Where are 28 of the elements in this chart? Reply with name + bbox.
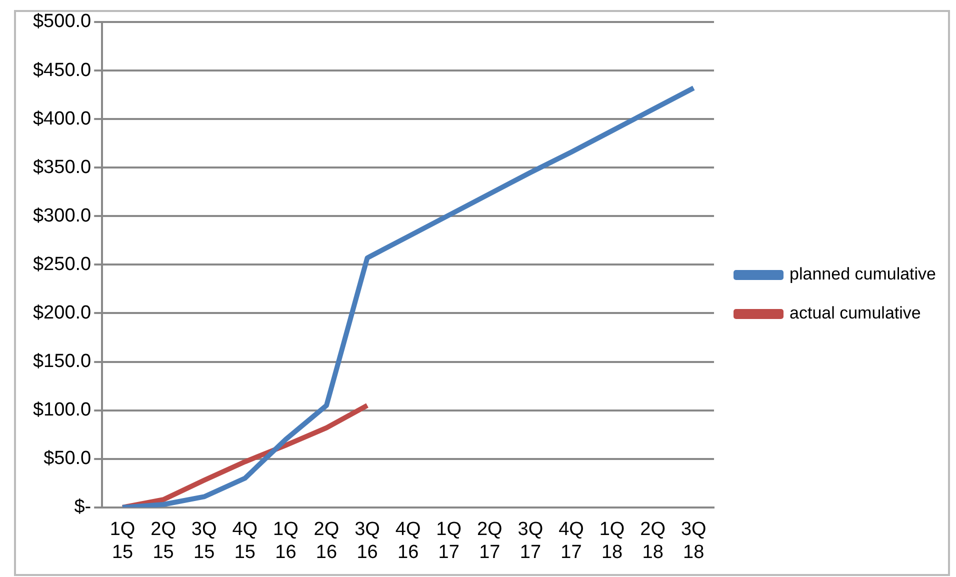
y-tick-label: $400.0	[32, 108, 92, 130]
legend-label: actual cumulative	[790, 304, 921, 323]
x-tick-label: 4Q 17	[558, 519, 584, 563]
y-tick-label: $500.0	[32, 11, 92, 32]
x-tick-label: 1Q 17	[436, 519, 462, 563]
x-tick-label: 4Q 15	[232, 519, 258, 563]
x-tick-label: 2Q 17	[476, 519, 502, 563]
legend-label: planned cumulative	[790, 264, 936, 284]
x-tick-label: 2Q 18	[640, 519, 666, 563]
x-tick-label: 2Q 15	[150, 519, 176, 563]
x-tick-label: 3Q 17	[518, 519, 544, 563]
y-tick-label: $200.0	[32, 302, 92, 324]
y-tick-label: $300.0	[32, 205, 92, 226]
y-tick-label: $450.0	[32, 60, 92, 81]
x-tick-label: 3Q 18	[680, 519, 706, 563]
y-tick-label: $250.0	[32, 254, 92, 275]
y-tick-label: $150.0	[32, 351, 92, 372]
y-tick-label: $100.0	[32, 400, 92, 421]
x-tick-label: 3Q 15	[191, 519, 217, 563]
y-tick-label: $-	[74, 496, 92, 518]
x-tick-label: 4Q 16	[395, 519, 421, 563]
x-tick-label: 1Q 15	[110, 519, 136, 563]
x-tick-label: 3Q 16	[354, 519, 380, 563]
x-tick-label: 2Q 16	[314, 519, 340, 563]
y-tick-label: $50.0	[44, 448, 92, 470]
x-tick-label: 1Q 16	[273, 519, 298, 563]
y-tick-label: $350.0	[32, 156, 92, 178]
x-tick-label: 1Q 18	[599, 519, 625, 563]
